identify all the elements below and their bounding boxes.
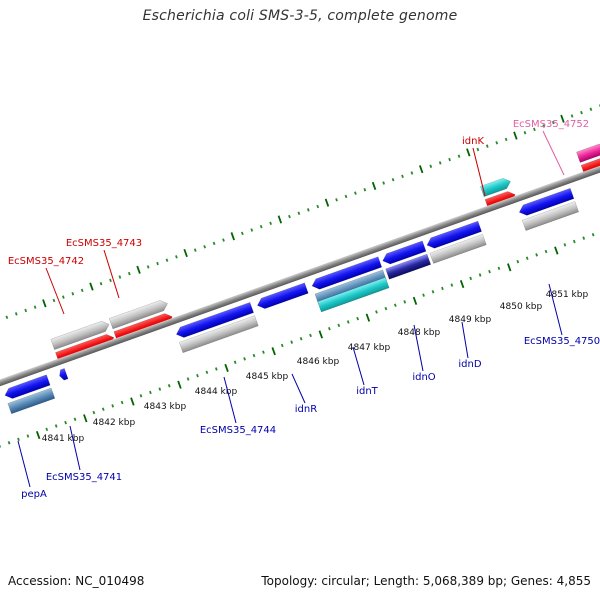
- gene-label[interactable]: idnD: [458, 359, 481, 370]
- map-title: Escherichia coli SMS-3-5, complete genom…: [142, 8, 458, 24]
- tick-label: 4849 kbp: [449, 315, 492, 325]
- leader-line: [69, 425, 81, 471]
- gene-4750-grey[interactable]: [521, 201, 579, 231]
- tick-label: 4847 kbp: [348, 343, 391, 353]
- gene-4752-pink[interactable]: [576, 142, 600, 163]
- gene-label[interactable]: EcSMS35_4742: [8, 256, 84, 267]
- gene-idno-blue[interactable]: [381, 240, 427, 266]
- gene-label[interactable]: EcSMS35_4752: [513, 119, 589, 130]
- gene-label[interactable]: idnT: [356, 386, 378, 397]
- gene-4741-blue[interactable]: [58, 368, 69, 381]
- gene-idnd-grey[interactable]: [429, 234, 487, 264]
- outer-tick-track: [5, 104, 600, 319]
- kbp-tick-labels: 4841 kbp 4842 kbp 4843 kbp 4844 kbp 4845 kbp…: [42, 290, 589, 444]
- gene-feature-track[interactable]: [0, 142, 600, 421]
- gene-label[interactable]: EcSMS35_4741: [46, 472, 122, 483]
- tick-label: 4846 kbp: [297, 357, 340, 367]
- tick-label: 4843 kbp: [144, 402, 187, 412]
- gene-label[interactable]: idnR: [295, 404, 317, 415]
- gene-label[interactable]: idnO: [412, 372, 435, 383]
- genome-backbone: [0, 132, 600, 420]
- label-leader-lines: [17, 130, 565, 488]
- gene-pepa-blue[interactable]: [3, 374, 51, 401]
- gene-4743-grey[interactable]: [108, 298, 169, 330]
- gene-idno-navy[interactable]: [385, 253, 432, 280]
- gene-4750-blue[interactable]: [517, 187, 575, 217]
- gene-label[interactable]: idnK: [462, 136, 484, 147]
- gene-label[interactable]: EcSMS35_4743: [66, 238, 142, 249]
- gene-pepa-steel[interactable]: [7, 387, 56, 415]
- inner-tick-track: [0, 233, 595, 448]
- gene-idnd-blue[interactable]: [425, 220, 482, 250]
- gene-labels[interactable]: EcSMS35_4743 EcSMS35_4742 idnK EcSMS35_4752…: [8, 119, 600, 500]
- gene-label[interactable]: pepA: [21, 489, 47, 500]
- gene-idnk-cyan[interactable]: [480, 176, 512, 197]
- tick-label: 4848 kbp: [398, 328, 441, 338]
- gene-idnt-blue[interactable]: [310, 256, 383, 292]
- gene-label[interactable]: EcSMS35_4744: [200, 425, 276, 436]
- leader-line: [223, 376, 237, 424]
- tick-label: 4845 kbp: [246, 372, 289, 382]
- accession-text: Accession: NC_010498: [8, 574, 145, 588]
- tick-label: 4841 kbp: [42, 434, 85, 444]
- leader-line: [45, 267, 65, 315]
- gene-4744-grey[interactable]: [178, 315, 259, 354]
- gene-idnt-cyan[interactable]: [317, 277, 390, 313]
- gene-idnr-blue[interactable]: [256, 282, 309, 311]
- gene-4744-blue[interactable]: [175, 302, 254, 339]
- leader-line: [542, 130, 565, 176]
- tick-label: 4850 kbp: [500, 302, 543, 312]
- leader-line: [472, 147, 486, 197]
- tick-label: 4842 kbp: [93, 418, 136, 428]
- leader-line: [461, 321, 469, 359]
- tick-label: 4851 kbp: [546, 290, 589, 300]
- leader-line: [17, 440, 31, 488]
- gene-label[interactable]: EcSMS35_4750: [524, 336, 600, 347]
- genome-info-text: Topology: circular; Length: 5,068,389 bp…: [261, 574, 591, 588]
- gene-4742-grey[interactable]: [50, 319, 111, 350]
- leader-line: [352, 346, 365, 386]
- leader-line: [413, 324, 424, 372]
- tick-label: 4844 kbp: [195, 387, 238, 397]
- leader-line: [291, 373, 306, 404]
- leader-line: [103, 249, 120, 299]
- leader-line: [548, 283, 563, 336]
